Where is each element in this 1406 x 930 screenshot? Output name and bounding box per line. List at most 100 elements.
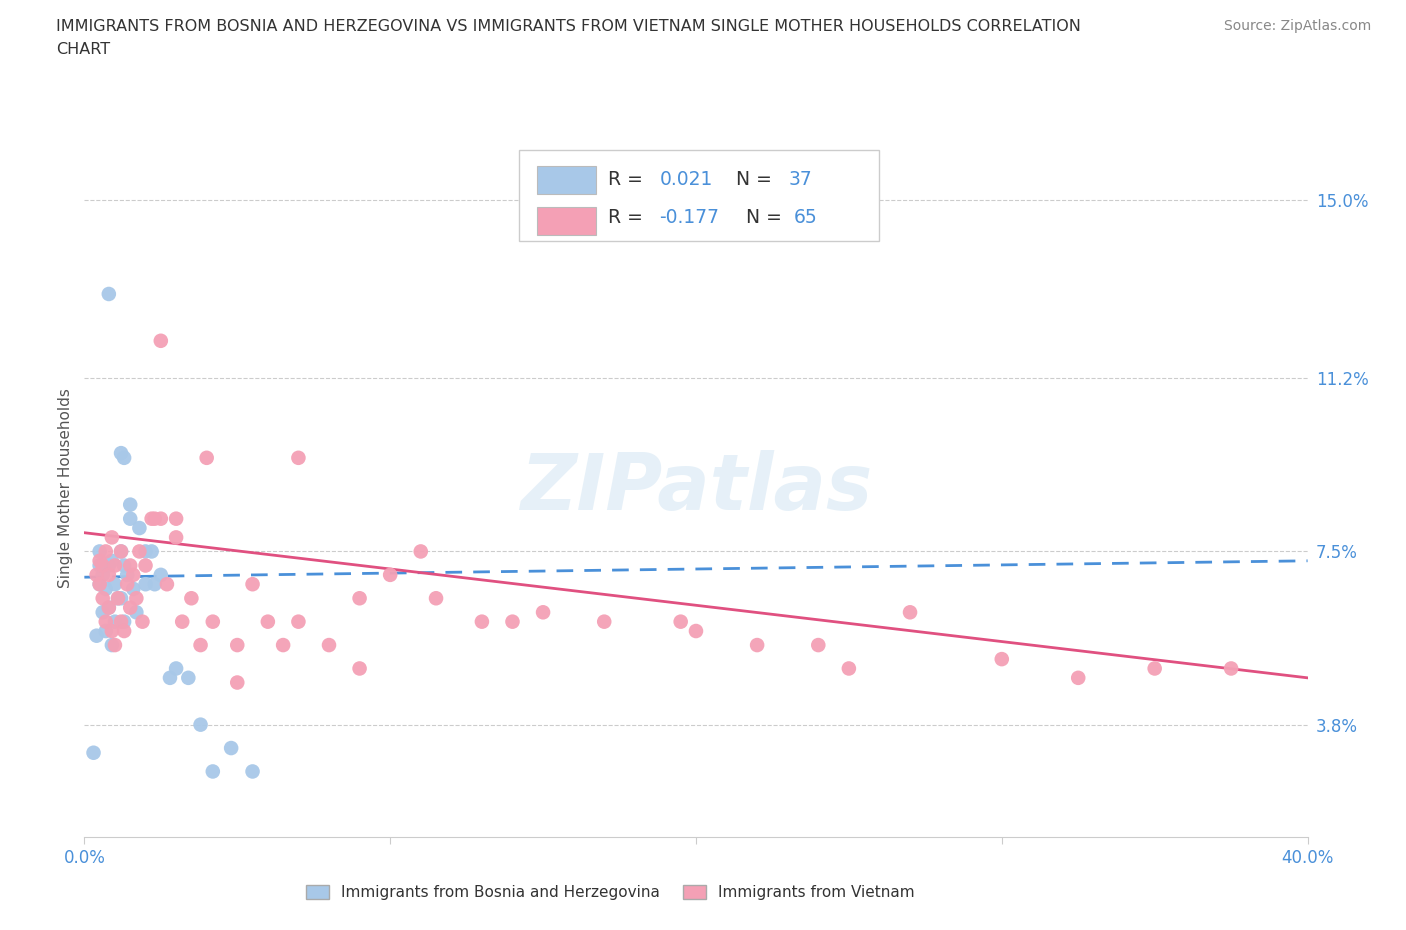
Point: [159, 671, 181, 685]
Point: [141, 544, 163, 559]
Text: 65: 65: [794, 207, 817, 227]
Point: [226, 675, 249, 690]
Point: [101, 638, 124, 653]
Point: [128, 544, 150, 559]
Point: [101, 553, 124, 568]
Point: [1067, 671, 1090, 685]
Point: [104, 577, 127, 591]
Point: [141, 512, 163, 526]
Point: [135, 558, 157, 573]
Point: [125, 604, 148, 619]
Point: [165, 661, 187, 676]
Point: [143, 512, 166, 526]
Point: [120, 558, 142, 573]
FancyBboxPatch shape: [519, 150, 880, 241]
Point: [104, 558, 127, 573]
Point: [115, 577, 138, 591]
Point: [177, 671, 200, 685]
Point: [91, 604, 114, 619]
Point: [101, 624, 124, 639]
FancyBboxPatch shape: [537, 206, 596, 234]
Point: [165, 512, 187, 526]
Point: [190, 717, 212, 732]
Point: [425, 591, 447, 605]
Point: [83, 745, 105, 760]
Point: [201, 614, 224, 629]
Point: [807, 638, 830, 653]
Point: [143, 577, 166, 591]
Point: [531, 604, 554, 619]
Point: [110, 591, 132, 605]
Point: [110, 544, 132, 559]
Point: [991, 652, 1014, 667]
Point: [89, 544, 111, 559]
Point: [471, 614, 494, 629]
Point: [195, 450, 218, 465]
Point: [242, 577, 264, 591]
Point: [172, 614, 194, 629]
Point: [409, 544, 432, 559]
Point: [94, 624, 117, 639]
Point: [89, 577, 111, 591]
Point: [122, 581, 145, 596]
Point: [287, 450, 309, 465]
Point: [226, 638, 249, 653]
Point: [685, 624, 707, 639]
Point: [219, 740, 242, 755]
Point: [149, 567, 172, 582]
Point: [97, 286, 120, 301]
Point: [838, 661, 860, 676]
Point: [97, 600, 120, 615]
Point: [89, 558, 111, 573]
Text: -0.177: -0.177: [659, 207, 720, 227]
Y-axis label: Single Mother Households: Single Mother Households: [58, 389, 73, 588]
Point: [89, 577, 111, 591]
Point: [97, 600, 120, 615]
Point: [97, 558, 120, 573]
Point: [502, 614, 524, 629]
Point: [201, 764, 224, 779]
Point: [107, 591, 129, 605]
FancyBboxPatch shape: [537, 166, 596, 193]
Point: [112, 624, 135, 639]
Point: [91, 591, 114, 605]
Point: [156, 577, 179, 591]
Point: [104, 614, 127, 629]
Point: [97, 567, 120, 582]
Point: [349, 661, 371, 676]
Point: [135, 577, 157, 591]
Point: [131, 614, 153, 629]
Point: [165, 530, 187, 545]
Text: IMMIGRANTS FROM BOSNIA AND HERZEGOVINA VS IMMIGRANTS FROM VIETNAM SINGLE MOTHER : IMMIGRANTS FROM BOSNIA AND HERZEGOVINA V…: [56, 19, 1081, 33]
Point: [135, 544, 157, 559]
Point: [91, 558, 114, 573]
Point: [110, 544, 132, 559]
Point: [190, 638, 212, 653]
Point: [349, 591, 371, 605]
Point: [257, 614, 280, 629]
Point: [86, 629, 108, 644]
Point: [94, 544, 117, 559]
Point: [1220, 661, 1243, 676]
Point: [1205, 839, 1227, 854]
Point: [101, 530, 124, 545]
Point: [120, 512, 142, 526]
Text: CHART: CHART: [56, 42, 110, 57]
Point: [180, 591, 202, 605]
Text: R =: R =: [607, 170, 648, 190]
Point: [110, 445, 132, 460]
Point: [86, 567, 108, 582]
Point: [120, 498, 142, 512]
Point: [747, 638, 769, 653]
Point: [120, 600, 142, 615]
Point: [122, 567, 145, 582]
Point: [89, 553, 111, 568]
Point: [104, 638, 127, 653]
Point: [125, 591, 148, 605]
Point: [149, 333, 172, 348]
Point: [94, 581, 117, 596]
Point: [898, 604, 921, 619]
Point: [318, 638, 340, 653]
Point: [242, 764, 264, 779]
Point: [1143, 661, 1166, 676]
